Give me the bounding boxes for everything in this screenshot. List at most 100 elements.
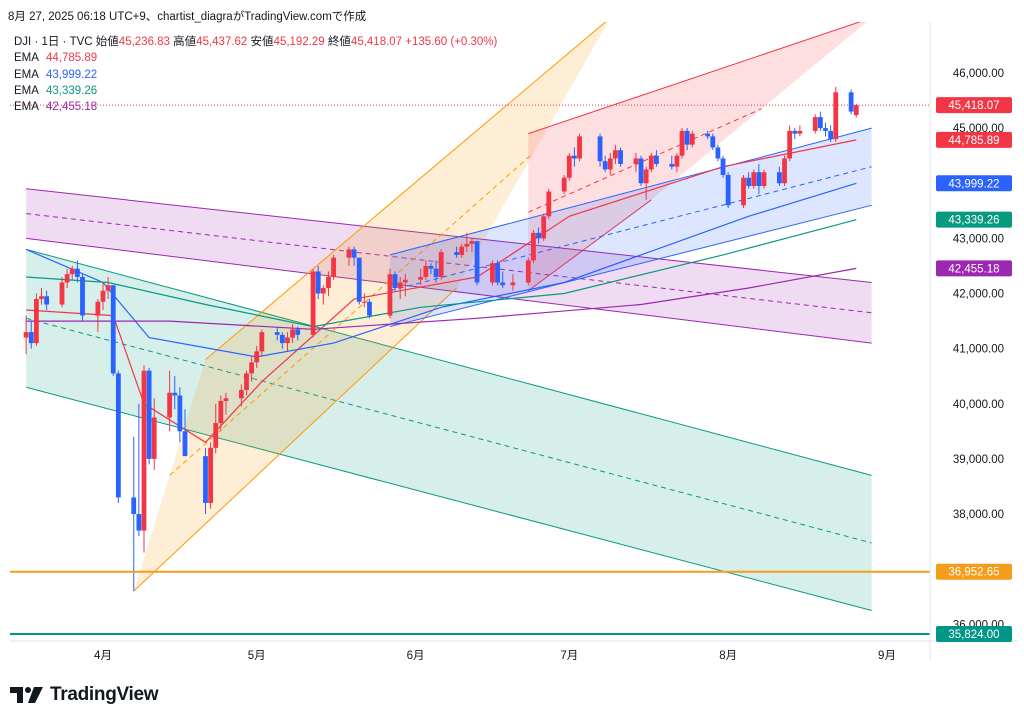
candle-body xyxy=(115,373,121,498)
candle-body xyxy=(295,329,301,335)
candle xyxy=(674,152,680,173)
price-tag-box xyxy=(936,625,1012,642)
candle xyxy=(33,293,39,346)
candle xyxy=(223,392,229,415)
candle-body xyxy=(367,301,372,316)
candle xyxy=(464,232,470,253)
candle xyxy=(136,403,142,537)
candle-body xyxy=(331,257,336,277)
tradingview-logo[interactable]: TradingView xyxy=(10,684,159,706)
candle xyxy=(643,166,649,200)
y-tick-label: 38,000.00 xyxy=(953,509,1004,521)
candle xyxy=(715,144,721,162)
y-tick-label: 46,000.00 xyxy=(953,68,1004,80)
candle-body xyxy=(710,136,716,148)
candle xyxy=(751,169,757,189)
candle xyxy=(577,133,582,162)
channel-mid-line xyxy=(389,166,872,292)
channel-upper-line xyxy=(205,22,607,361)
candle-body xyxy=(64,274,70,283)
channel-fill xyxy=(26,249,872,611)
ema-legend-row[interactable]: EMA 43,339.26 xyxy=(14,83,497,99)
candle-body xyxy=(638,158,644,184)
candle xyxy=(607,152,613,175)
x-tick-label: 8月 xyxy=(719,650,737,662)
ema-legend-row[interactable]: EMA 42,455.18 xyxy=(14,99,497,115)
candle xyxy=(710,133,716,151)
candle-body xyxy=(326,276,331,288)
candle xyxy=(331,254,336,280)
ema-label: EMA xyxy=(14,68,39,81)
channel-mid-line xyxy=(26,317,872,544)
candle-body xyxy=(792,130,798,134)
candle xyxy=(74,260,80,283)
candle-body xyxy=(346,249,352,258)
candle-body xyxy=(44,296,50,305)
candle xyxy=(213,403,219,454)
ema-legend-row[interactable]: EMA 44,785.89 xyxy=(14,50,497,66)
price-tag-label: 45,418.07 xyxy=(948,100,999,112)
candle xyxy=(105,276,111,300)
candle xyxy=(100,282,106,311)
candle xyxy=(274,326,280,341)
candle-body xyxy=(59,282,65,305)
channel-lower-line xyxy=(133,287,457,592)
candle-body xyxy=(572,155,577,159)
candle-body xyxy=(490,263,495,283)
candle-body xyxy=(725,174,731,206)
candle xyxy=(597,133,603,167)
candle-body xyxy=(136,514,142,531)
candle xyxy=(320,285,326,305)
candle-body xyxy=(249,362,255,374)
candle-body xyxy=(361,301,367,303)
candle-body xyxy=(438,252,444,277)
candle-body xyxy=(618,150,623,164)
y-tick-label: 42,000.00 xyxy=(953,289,1004,301)
x-tick-label: 5月 xyxy=(248,650,266,662)
candle xyxy=(295,326,301,341)
candle xyxy=(392,271,398,291)
candle-body xyxy=(397,282,403,288)
candle-body xyxy=(654,155,659,164)
candle xyxy=(110,285,116,377)
candle xyxy=(648,152,654,173)
candle xyxy=(654,150,659,167)
candle xyxy=(531,230,536,264)
symbol-label[interactable]: DJI · 1日 · TVC xyxy=(14,36,93,48)
candle xyxy=(848,89,854,115)
candle xyxy=(705,130,711,140)
candle xyxy=(167,370,173,432)
candle xyxy=(238,384,244,407)
candle-body xyxy=(607,158,613,170)
channel-upper-line xyxy=(26,248,872,476)
ema-value: 44,785.89 xyxy=(46,52,98,65)
candle xyxy=(44,290,50,311)
candle xyxy=(474,241,480,286)
candle-body xyxy=(172,392,178,396)
candle xyxy=(418,268,424,286)
channel-upper-line xyxy=(528,22,861,135)
ema-legend-row[interactable]: EMA 43,999.22 xyxy=(14,67,497,83)
candle-body xyxy=(290,329,295,338)
candle xyxy=(146,367,152,465)
candle-body xyxy=(817,117,823,129)
candle xyxy=(254,345,260,368)
candle-body xyxy=(679,130,685,156)
candle-body xyxy=(474,241,480,283)
y-tick-label: 39,000.00 xyxy=(953,454,1004,466)
candle-body xyxy=(238,389,244,399)
candle xyxy=(782,155,787,187)
candle-body xyxy=(761,172,767,187)
candle-body xyxy=(561,177,567,192)
price-tag-label: 35,824.00 xyxy=(948,629,999,641)
candle xyxy=(115,370,121,503)
price-tag-box xyxy=(936,563,1012,580)
candle-body xyxy=(131,497,137,514)
candle xyxy=(218,395,224,432)
candle-body xyxy=(648,155,654,170)
price-tag-label: 42,455.18 xyxy=(948,263,999,275)
channel-drawings xyxy=(26,22,872,611)
candle xyxy=(853,104,859,118)
